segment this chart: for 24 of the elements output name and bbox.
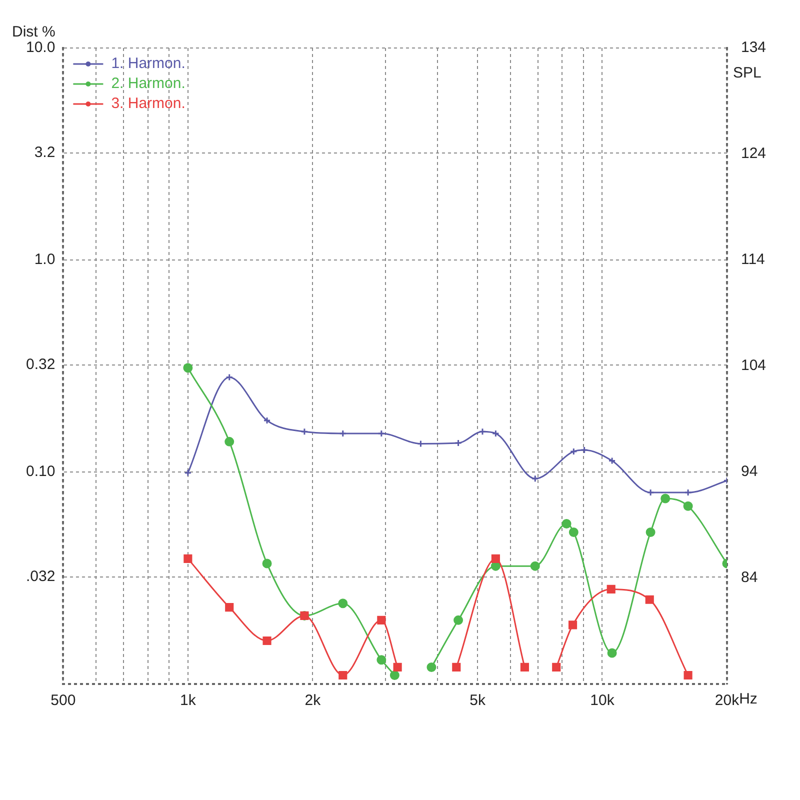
x-tick-label: 10k xyxy=(590,692,615,710)
x-tick-label: 500 xyxy=(50,692,76,710)
x-tick-label: 2k xyxy=(304,692,322,710)
x-tick-label: 1k xyxy=(180,692,196,710)
legend-label: 3. Harmon. xyxy=(111,95,186,112)
y2-tick-label: 84 xyxy=(740,569,758,586)
y-axis-title: Dist % xyxy=(12,24,56,41)
x-axis-title: Hz xyxy=(739,690,758,708)
x-tick-label: 5k xyxy=(470,692,486,710)
y-tick-label: 0.32 xyxy=(26,356,56,374)
y2-tick-label: 114 xyxy=(740,251,765,268)
y-tick-label: 3.2 xyxy=(34,144,56,162)
y-tick-label: .032 xyxy=(26,568,56,586)
y2-axis-title: SPL xyxy=(732,64,762,82)
legend-label: 1. Harmon. xyxy=(111,55,186,72)
y2-tick-label: 94 xyxy=(740,463,758,480)
x-tick-label: 20k xyxy=(714,692,740,710)
y2-tick-label: 134 xyxy=(740,39,766,56)
y-tick-label: 0.10 xyxy=(26,463,56,480)
y2-tick-label: 124 xyxy=(740,145,766,162)
y-tick-label: 1.0 xyxy=(34,251,56,268)
y2-tick-label: 104 xyxy=(740,357,766,374)
y-tick-label: 10.0 xyxy=(26,39,56,56)
legend-label: 2. Harmon. xyxy=(111,75,186,92)
